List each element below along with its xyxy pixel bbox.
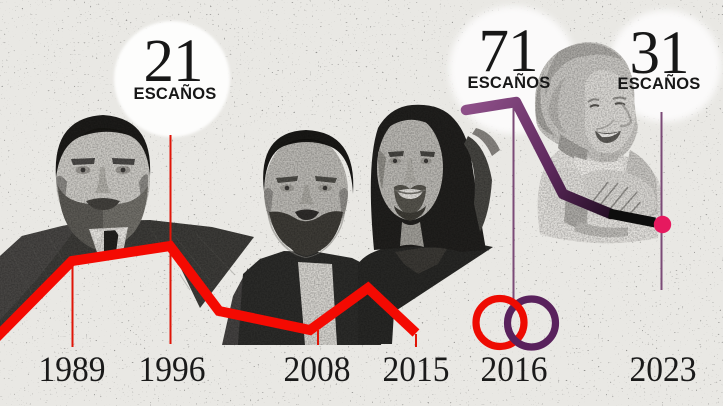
svg-text:1989: 1989 xyxy=(39,350,106,389)
svg-text:21: 21 xyxy=(144,28,203,95)
svg-text:2023: 2023 xyxy=(630,350,697,389)
svg-text:2008: 2008 xyxy=(284,350,351,389)
svg-text:ESCAÑOS: ESCAÑOS xyxy=(134,83,217,103)
svg-text:31: 31 xyxy=(630,20,689,87)
svg-text:1996: 1996 xyxy=(139,350,206,389)
svg-text:2016: 2016 xyxy=(481,350,548,389)
svg-text:71: 71 xyxy=(479,18,538,85)
svg-text:ESCAÑOS: ESCAÑOS xyxy=(468,72,551,92)
svg-text:2015: 2015 xyxy=(383,350,450,389)
svg-text:ESCAÑOS: ESCAÑOS xyxy=(618,73,701,93)
